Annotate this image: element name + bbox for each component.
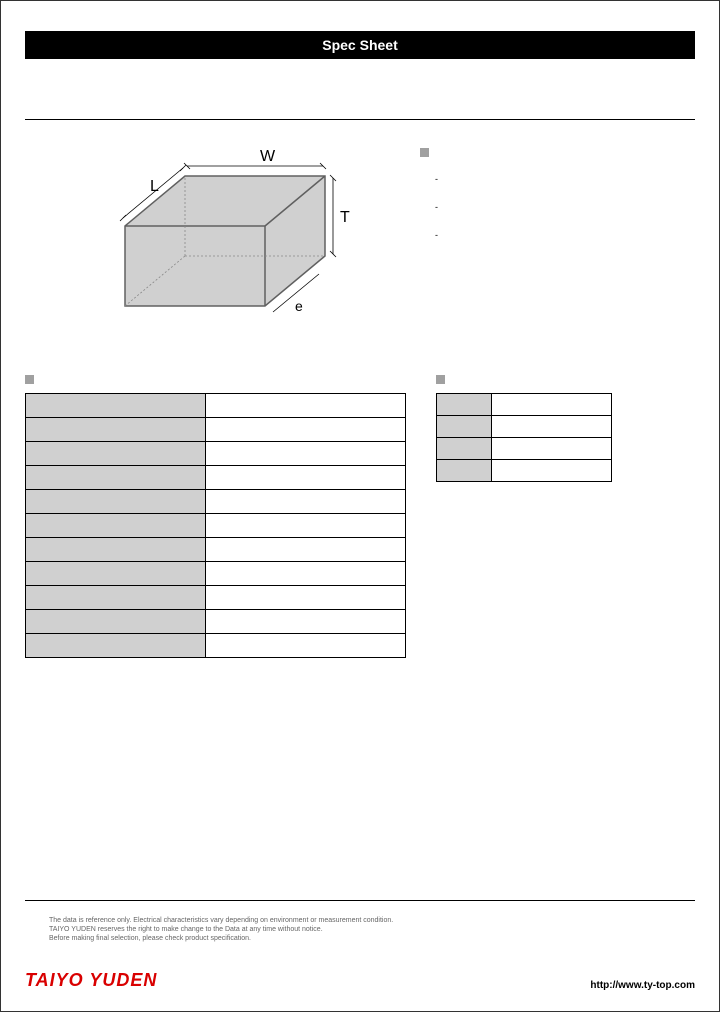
size-label-cell — [437, 438, 492, 460]
table-bullet-icon — [25, 375, 34, 384]
feature-bullet-icon — [420, 148, 429, 157]
size-value-cell — [492, 394, 612, 416]
spec-label-cell — [26, 442, 206, 466]
size-label-cell — [437, 416, 492, 438]
spec-label-cell — [26, 514, 206, 538]
component-diagram: L W T e — [95, 136, 365, 346]
top-divider — [25, 119, 695, 120]
spec-value-cell — [206, 514, 406, 538]
table-row — [437, 438, 612, 460]
header-title: Spec Sheet — [322, 37, 397, 53]
spec-value-cell — [206, 634, 406, 658]
diagram-section: L W T e - - - — [25, 136, 695, 346]
table-row — [437, 394, 612, 416]
svg-text:T: T — [340, 209, 350, 226]
table-row — [26, 586, 406, 610]
table-row — [26, 418, 406, 442]
table-row — [26, 610, 406, 634]
table-row — [437, 460, 612, 482]
table-row — [26, 490, 406, 514]
size-table-block — [436, 371, 612, 658]
tables-section — [25, 371, 695, 658]
spec-value-cell — [206, 418, 406, 442]
features-block: - - - — [420, 146, 438, 346]
spec-value-cell — [206, 442, 406, 466]
table-row — [26, 442, 406, 466]
size-value-cell — [492, 460, 612, 482]
company-url: http://www.ty-top.com — [590, 980, 695, 991]
bottom-divider — [25, 900, 695, 901]
feature-item: - — [435, 174, 438, 184]
spec-value-cell — [206, 586, 406, 610]
table-bullet-icon — [436, 375, 445, 384]
spec-value-cell — [206, 538, 406, 562]
disclaimer-line: TAIYO YUDEN reserves the right to make c… — [49, 925, 393, 934]
box-diagram-svg: L W T e — [95, 136, 365, 346]
size-table-heading — [436, 371, 612, 389]
spec-table-heading — [25, 371, 406, 389]
spec-value-cell — [206, 394, 406, 418]
spec-label-cell — [26, 562, 206, 586]
feature-item: - — [435, 202, 438, 212]
table-row — [437, 416, 612, 438]
spec-label-cell — [26, 610, 206, 634]
spec-label-cell — [26, 466, 206, 490]
spec-table-block — [25, 371, 406, 658]
table-row — [26, 562, 406, 586]
spec-value-cell — [206, 466, 406, 490]
spec-table — [25, 393, 406, 658]
svg-text:e: e — [295, 298, 303, 314]
spec-label-cell — [26, 394, 206, 418]
table-row — [26, 538, 406, 562]
spec-label-cell — [26, 634, 206, 658]
feature-item: - — [435, 230, 438, 240]
size-label-cell — [437, 394, 492, 416]
svg-text:L: L — [150, 178, 159, 195]
disclaimer-line: The data is reference only. Electrical c… — [49, 916, 393, 925]
spec-label-cell — [26, 418, 206, 442]
table-row — [26, 394, 406, 418]
spec-sheet-header: Spec Sheet — [25, 31, 695, 59]
table-row — [26, 634, 406, 658]
spec-value-cell — [206, 610, 406, 634]
size-value-cell — [492, 416, 612, 438]
spec-value-cell — [206, 562, 406, 586]
disclaimer-text: The data is reference only. Electrical c… — [49, 916, 393, 943]
svg-text:W: W — [260, 148, 276, 165]
table-row — [26, 514, 406, 538]
footer: TAIYO YUDEN http://www.ty-top.com — [25, 970, 695, 991]
size-table — [436, 393, 612, 482]
feature-list: - - - — [435, 174, 438, 240]
disclaimer-line: Before making final selection, please ch… — [49, 934, 393, 943]
size-value-cell — [492, 438, 612, 460]
spec-label-cell — [26, 490, 206, 514]
spec-label-cell — [26, 538, 206, 562]
size-label-cell — [437, 460, 492, 482]
table-row — [26, 466, 406, 490]
spec-label-cell — [26, 586, 206, 610]
spec-value-cell — [206, 490, 406, 514]
company-logo: TAIYO YUDEN — [25, 970, 157, 991]
